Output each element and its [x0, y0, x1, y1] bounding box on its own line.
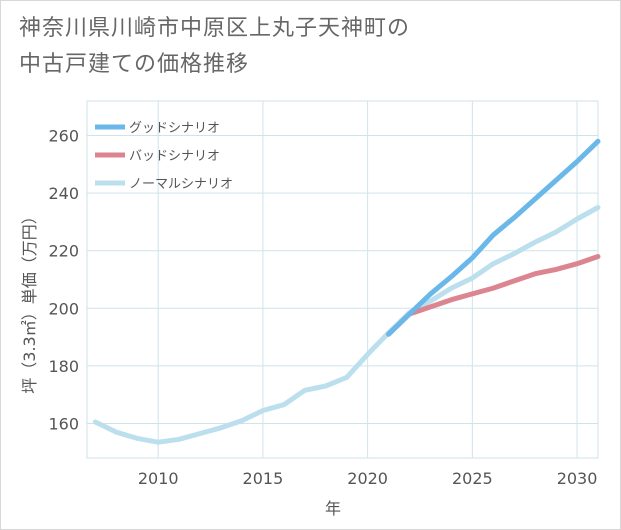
series-line-0: [386, 138, 601, 337]
y-tick-label: 220: [48, 242, 79, 261]
y-tick-label: 160: [48, 414, 79, 433]
series-line-1: [386, 254, 601, 337]
x-tick-label: 2015: [243, 469, 284, 488]
y-tick-label: 200: [48, 299, 79, 318]
legend-label: グッドシナリオ: [129, 121, 220, 136]
x-tick-label: 2020: [347, 469, 388, 488]
x-axis-title: 年: [325, 499, 341, 518]
legend-label: ノーマルシナリオ: [129, 177, 233, 192]
page-title: 神奈川県川崎市中原区上丸子天神町の 中古戸建ての価格推移: [19, 11, 599, 83]
series-line-2: [92, 205, 601, 445]
title-line-1: 神奈川県川崎市中原区上丸子天神町の: [19, 16, 411, 41]
y-tick-label: 260: [48, 127, 79, 146]
legend-label: バッドシナリオ: [129, 149, 220, 164]
y-tick-label: 180: [48, 357, 79, 376]
title-line-2: 中古戸建ての価格推移: [19, 52, 250, 77]
y-tick-label: 240: [48, 184, 79, 203]
ticks: 2010 2015 2020 2025 2030 160 180 200 220 240 260: [48, 127, 597, 488]
series-layer: [92, 138, 601, 445]
x-tick-label: 2030: [557, 469, 598, 488]
x-tick-label: 2025: [452, 469, 493, 488]
y-axis-title: 坪（3.3㎡）単価（万円）: [20, 208, 39, 393]
x-tick-label: 2010: [138, 469, 179, 488]
